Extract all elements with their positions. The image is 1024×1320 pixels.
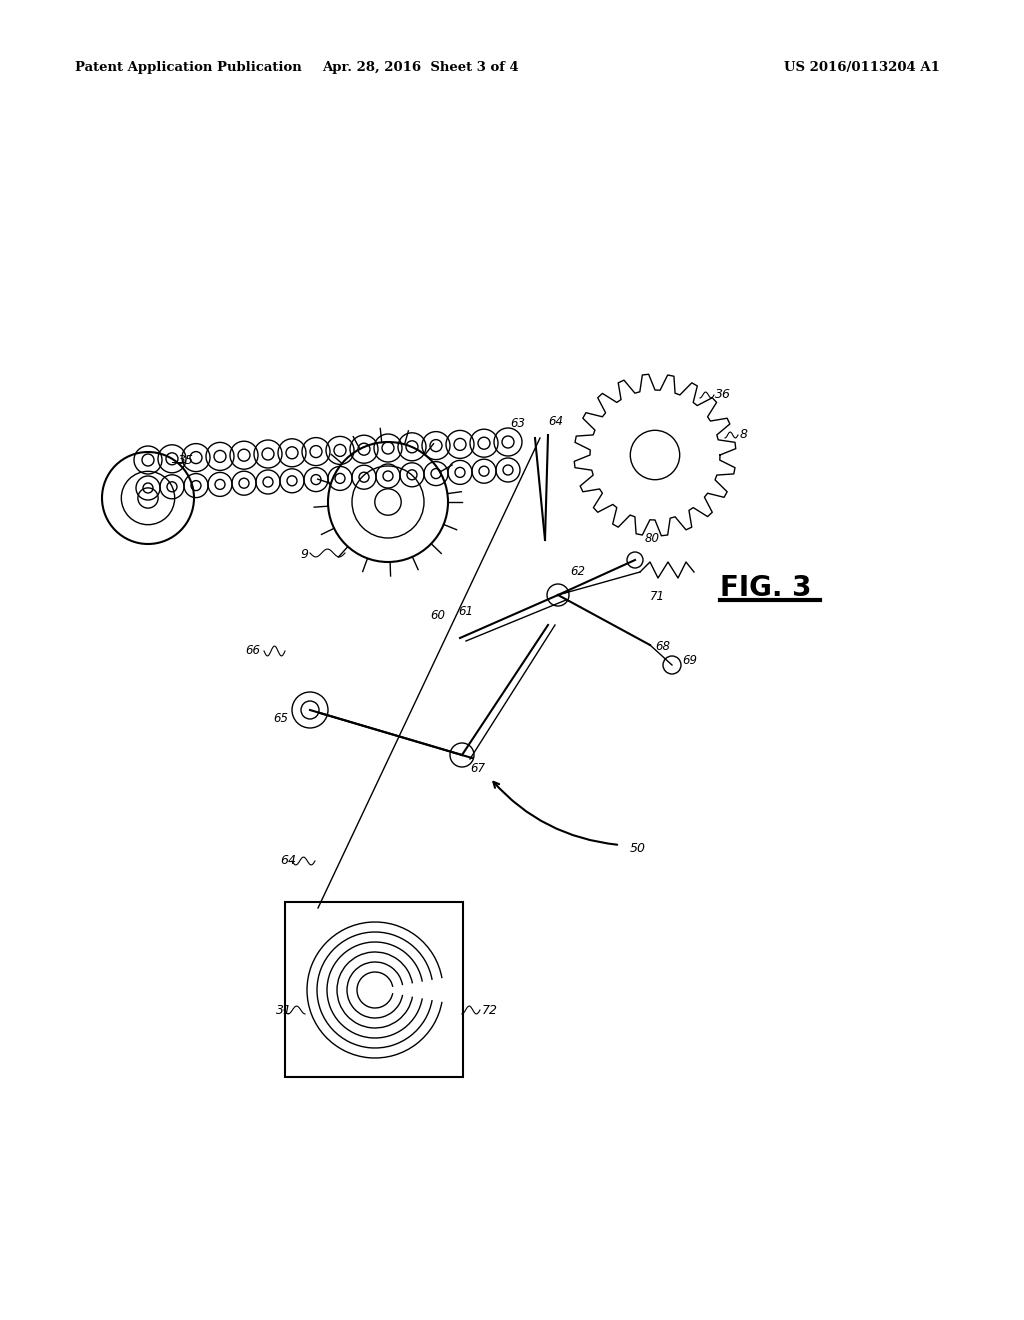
Text: 64: 64	[280, 854, 296, 866]
Text: 62: 62	[570, 565, 585, 578]
Text: Patent Application Publication: Patent Application Publication	[75, 62, 302, 74]
Text: 72: 72	[482, 1003, 498, 1016]
Text: 31: 31	[276, 1003, 292, 1016]
Text: 35: 35	[178, 454, 194, 466]
Text: 71: 71	[650, 590, 665, 603]
Text: 67: 67	[470, 762, 485, 775]
Text: 64: 64	[548, 414, 563, 428]
Text: 68: 68	[655, 640, 670, 653]
Text: 65: 65	[273, 711, 288, 725]
Bar	[285, 902, 463, 1077]
Text: 9: 9	[300, 549, 308, 561]
Text: 66: 66	[245, 644, 260, 656]
Text: 50: 50	[630, 842, 646, 854]
Text: 36: 36	[715, 388, 731, 401]
Text: 8: 8	[740, 429, 748, 441]
Text: 69: 69	[682, 653, 697, 667]
Text: 61: 61	[458, 605, 473, 618]
Text: US 2016/0113204 A1: US 2016/0113204 A1	[784, 62, 940, 74]
Text: Apr. 28, 2016  Sheet 3 of 4: Apr. 28, 2016 Sheet 3 of 4	[322, 62, 518, 74]
Text: 60: 60	[430, 609, 445, 622]
Text: FIG. 3: FIG. 3	[720, 574, 811, 602]
Text: 63: 63	[510, 417, 525, 430]
Text: 80: 80	[645, 532, 660, 545]
